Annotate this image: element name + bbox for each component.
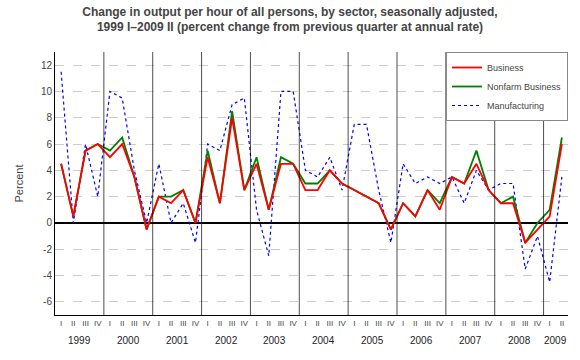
svg-text:II: II (169, 319, 173, 328)
svg-text:IV: IV (192, 319, 200, 328)
svg-text:4: 4 (46, 165, 52, 176)
svg-text:I: I (60, 319, 62, 328)
svg-text:III: III (375, 319, 382, 328)
svg-text:IV: IV (143, 319, 151, 328)
svg-text:6: 6 (46, 139, 52, 150)
svg-text:I: I (500, 319, 502, 328)
svg-text:II: II (511, 319, 515, 328)
svg-text:I: I (207, 319, 209, 328)
svg-text:II: II (560, 319, 564, 328)
svg-text:II: II (218, 319, 222, 328)
svg-text:IV: IV (94, 319, 102, 328)
svg-text:IV: IV (289, 319, 297, 328)
svg-text:III: III (473, 319, 480, 328)
svg-text:Nonfarm Business: Nonfarm Business (487, 82, 561, 92)
svg-text:2: 2 (46, 191, 52, 202)
svg-text:2003: 2003 (263, 335, 286, 346)
svg-text:IV: IV (534, 319, 542, 328)
svg-text:III: III (229, 319, 236, 328)
svg-text:2000: 2000 (117, 335, 140, 346)
svg-text:Manufacturing: Manufacturing (487, 101, 544, 111)
svg-text:0: 0 (46, 217, 52, 228)
svg-text:II: II (71, 319, 75, 328)
svg-text:I: I (549, 319, 551, 328)
svg-text:I: I (304, 319, 306, 328)
svg-text:IV: IV (485, 319, 493, 328)
svg-text:2006: 2006 (410, 335, 433, 346)
svg-text:Business: Business (487, 63, 524, 73)
svg-text:-4: -4 (43, 270, 52, 281)
svg-text:III: III (82, 319, 89, 328)
svg-text:II: II (267, 319, 271, 328)
svg-text:2007: 2007 (459, 335, 482, 346)
svg-text:-2: -2 (43, 244, 52, 255)
svg-text:III: III (131, 319, 138, 328)
svg-text:2002: 2002 (215, 335, 238, 346)
svg-text:III: III (424, 319, 431, 328)
svg-text:-6: -6 (43, 296, 52, 307)
svg-text:II: II (462, 319, 466, 328)
svg-text:I: I (158, 319, 160, 328)
svg-text:2004: 2004 (312, 335, 335, 346)
svg-text:2008: 2008 (508, 335, 531, 346)
svg-text:10: 10 (41, 86, 53, 97)
svg-text:I: I (255, 319, 257, 328)
svg-text:IV: IV (241, 319, 249, 328)
svg-text:III: III (326, 319, 333, 328)
svg-text:I: I (109, 319, 111, 328)
svg-text:II: II (364, 319, 368, 328)
svg-text:III: III (522, 319, 529, 328)
svg-text:I: I (451, 319, 453, 328)
svg-text:Percent: Percent (13, 165, 25, 203)
svg-text:IV: IV (436, 319, 444, 328)
svg-text:2005: 2005 (361, 335, 384, 346)
svg-text:2009: 2009 (544, 335, 567, 346)
svg-text:Change in output per hour of a: Change in output per hour of all persons… (82, 5, 497, 35)
svg-text:III: III (180, 319, 187, 328)
svg-text:II: II (315, 319, 319, 328)
svg-text:1999: 1999 (68, 335, 91, 346)
svg-text:8: 8 (46, 112, 52, 123)
svg-text:I: I (353, 319, 355, 328)
svg-text:12: 12 (41, 60, 53, 71)
svg-text:2001: 2001 (166, 335, 189, 346)
svg-text:II: II (120, 319, 124, 328)
svg-text:III: III (278, 319, 285, 328)
svg-text:IV: IV (338, 319, 346, 328)
svg-text:IV: IV (387, 319, 395, 328)
svg-text:I: I (402, 319, 404, 328)
svg-text:II: II (413, 319, 417, 328)
